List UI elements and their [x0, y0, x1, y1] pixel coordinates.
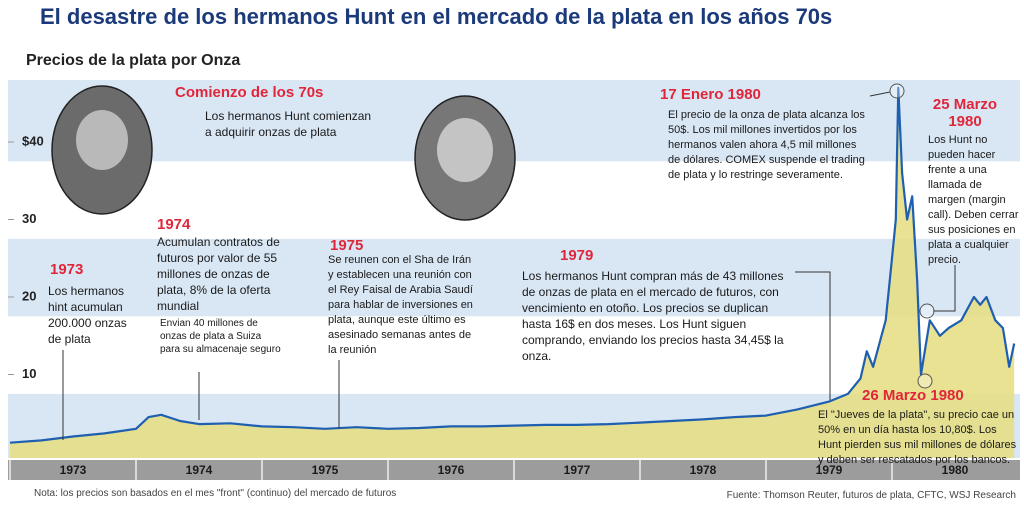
chart-title: El desastre de los hermanos Hunt en el m…: [40, 4, 833, 29]
x-tick-label: 1978: [690, 463, 717, 477]
annotation-title: 1979: [560, 247, 594, 264]
highlight-circle: [889, 83, 905, 99]
x-tick-label: 1974: [186, 463, 213, 477]
chart-subtitle: Precios de la plata por Onza: [26, 52, 241, 69]
x-tick-label: 1973: [60, 463, 87, 477]
y-tick-label: 20: [22, 288, 36, 303]
annotation-text: Los Hunt no pueden hacer frente a una ll…: [928, 134, 1019, 266]
annotation-title: 1974: [157, 216, 191, 233]
band: [8, 238, 1020, 317]
highlight-circle: [919, 303, 935, 319]
band: [8, 316, 1020, 394]
annotation-note: Envian 40 millones de onzas de plata a S…: [160, 318, 281, 355]
annotation-title: 1975: [330, 237, 364, 254]
leader-line: [869, 91, 891, 97]
photo-face: [437, 118, 493, 182]
annotation-title: 1973: [50, 261, 84, 278]
x-tick-label: 1977: [564, 463, 591, 477]
source: Fuente: Thomson Reuter, futuros de plata…: [726, 490, 1016, 501]
plot: 10 20 30 $40 1973 1974 1975 1976 1977 1978 1979 198…: [8, 86, 1020, 480]
annotation-text: El "Jueves de la plata", su precio cae u…: [818, 409, 1017, 466]
leader-line: [933, 265, 956, 312]
x-tick-label: 1980: [942, 463, 969, 477]
x-tick-label: 1975: [312, 463, 339, 477]
y-tick-label: 30: [22, 211, 36, 226]
annotation-text: Los hermanos Hunt compran más de 43 mill…: [522, 269, 784, 363]
annotation-title: 25 Marzo 1980: [932, 96, 998, 130]
photo-face: [76, 110, 128, 170]
x-tick-label: 1979: [816, 463, 843, 477]
annotation-title: 17 Enero 1980: [660, 86, 761, 103]
leaders: [62, 83, 956, 440]
highlight-circle: [917, 373, 933, 389]
annotation-text: Los hermanos hint acumulan 200.000 onzas…: [48, 284, 127, 346]
annotation-title: Comienzo de los 70s: [175, 84, 324, 101]
annotation-text: Acumulan contratos de futuros por valor …: [157, 235, 280, 313]
annotation-title: 26 Marzo 1980: [862, 387, 964, 404]
line: [9, 86, 1016, 444]
y-tick-label: $40: [22, 133, 44, 148]
leader-line: [795, 271, 831, 400]
y-tick-label: 10: [22, 366, 36, 381]
area: [10, 87, 1015, 459]
annotation-text: Los hermanos Hunt comienzan a adquirir o…: [205, 109, 372, 139]
annotation-text: Se reunen con el Sha de Irán y establece…: [328, 254, 473, 356]
footnote: Nota: los precios son basados en el mes …: [34, 488, 397, 499]
annotation-text: El precio de la onza de plata alcanza lo…: [668, 109, 865, 181]
x-tick-label: 1976: [438, 463, 465, 477]
